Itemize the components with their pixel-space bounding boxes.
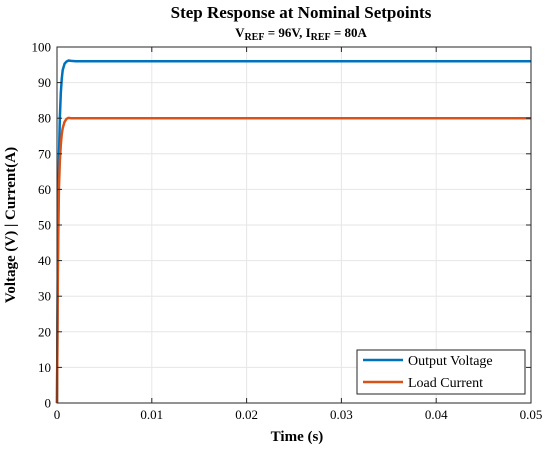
x-tick-label: 0: [54, 407, 61, 422]
y-tick-label: 60: [38, 182, 51, 197]
subtitle-vref-base: V: [235, 25, 245, 40]
axis-ticks: 0 0.01 0.02 0.03 0.04 0.05 0 10 20 30 40 50 60 70 80 90…: [32, 40, 543, 423]
y-tick-label: 40: [38, 253, 51, 268]
subtitle-vref-sub: REF: [244, 32, 264, 43]
x-tick-label: 0.05: [520, 407, 543, 422]
x-tick-label: 0.03: [330, 407, 353, 422]
legend: Output Voltage Load Current: [356, 349, 526, 395]
x-tick-label: 0.02: [235, 407, 258, 422]
y-tick-label: 100: [32, 40, 52, 55]
y-tick-label: 50: [38, 218, 51, 233]
y-axis-label: Voltage (V) | Current(A): [3, 147, 19, 303]
x-tick-label: 0.04: [425, 407, 448, 422]
series-line-output-voltage: [55, 59, 531, 404]
subtitle-iref-value: = 80A: [331, 25, 368, 40]
y-tick-label: 10: [38, 360, 51, 375]
series-layer: [55, 59, 531, 404]
y-tick-label: 90: [38, 75, 51, 90]
series-line-load-current: [55, 116, 531, 404]
subtitle-iref-sub: REF: [311, 32, 331, 43]
legend-label-load-current: Load Current: [408, 376, 483, 391]
x-tick-label: 0.01: [140, 407, 163, 422]
y-tick-label: 20: [38, 324, 51, 339]
subtitle-vref-value: = 96V,: [264, 25, 305, 40]
y-tick-label: 0: [45, 396, 52, 411]
y-tick-label: 30: [38, 289, 51, 304]
chart-title: Step Response at Nominal Setpoints: [171, 3, 432, 22]
legend-label-output-voltage: Output Voltage: [408, 354, 493, 369]
y-tick-label: 80: [38, 111, 51, 126]
chart-subtitle: VREF = 96V, IREF = 80A: [235, 25, 367, 43]
legend-box: [356, 349, 526, 395]
subtitle-iref-base: I: [306, 25, 311, 40]
x-axis-label: Time (s): [271, 429, 324, 445]
y-tick-label: 70: [38, 146, 51, 161]
